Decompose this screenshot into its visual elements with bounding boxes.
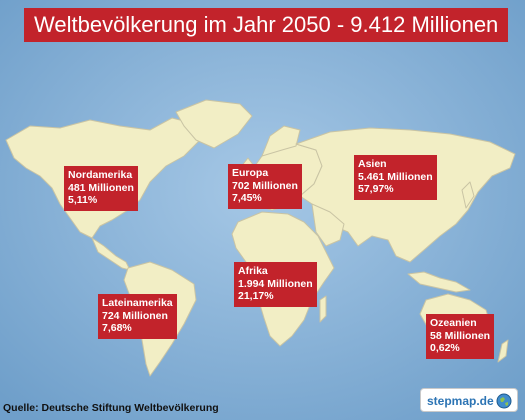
region-population: 1.994 Millionen — [238, 277, 313, 290]
region-population: 481 Millionen — [68, 181, 134, 194]
region-label-ozeanien: Ozeanien 58 Millionen 0,62% — [426, 314, 495, 359]
stepmap-logo[interactable]: stepmap.de — [420, 388, 518, 412]
globe-icon — [496, 393, 512, 409]
region-share: 5,11% — [68, 194, 98, 206]
region-name: Ozeanien — [430, 317, 477, 329]
landmass-greenland — [175, 99, 253, 149]
region-label-nordamerika: Nordamerika 481 Millionen 5,11% — [64, 166, 138, 211]
region-population: 702 Millionen — [232, 179, 298, 192]
region-share: 7,45% — [232, 192, 262, 204]
region-population: 5.461 Millionen — [358, 170, 433, 183]
region-name: Afrika — [238, 265, 268, 277]
region-name: Lateinamerika — [102, 297, 173, 309]
source-caption: Quelle: Deutsche Stiftung Weltbevölkerun… — [3, 402, 219, 414]
landmass-madagascar — [319, 295, 327, 323]
region-name: Nordamerika — [68, 169, 133, 181]
landmass-new-zealand — [497, 339, 509, 363]
region-label-asien: Asien 5.461 Millionen 57,97% — [354, 155, 437, 200]
region-share: 57,97% — [358, 183, 394, 195]
region-population: 58 Millionen — [430, 329, 491, 342]
landmass-arabia — [311, 203, 345, 247]
landmass-scandinavia — [261, 125, 301, 157]
region-population: 724 Millionen — [102, 309, 168, 322]
region-label-europa: Europa 702 Millionen 7,45% — [228, 164, 302, 209]
region-share: 0,62% — [430, 342, 460, 354]
region-share: 21,17% — [238, 290, 274, 302]
region-name: Europa — [232, 167, 269, 179]
landmass-japan — [461, 181, 475, 209]
map-title: Weltbevölkerung im Jahr 2050 - 9.412 Mil… — [24, 8, 509, 42]
region-name: Asien — [358, 158, 387, 170]
landmass-indonesia — [407, 271, 471, 293]
logo-text: stepmap.de — [427, 394, 494, 408]
region-label-afrika: Afrika 1.994 Millionen 21,17% — [234, 262, 317, 307]
region-share: 7,68% — [102, 322, 132, 334]
region-label-lateinamerika: Lateinamerika 724 Millionen 7,68% — [98, 294, 177, 339]
